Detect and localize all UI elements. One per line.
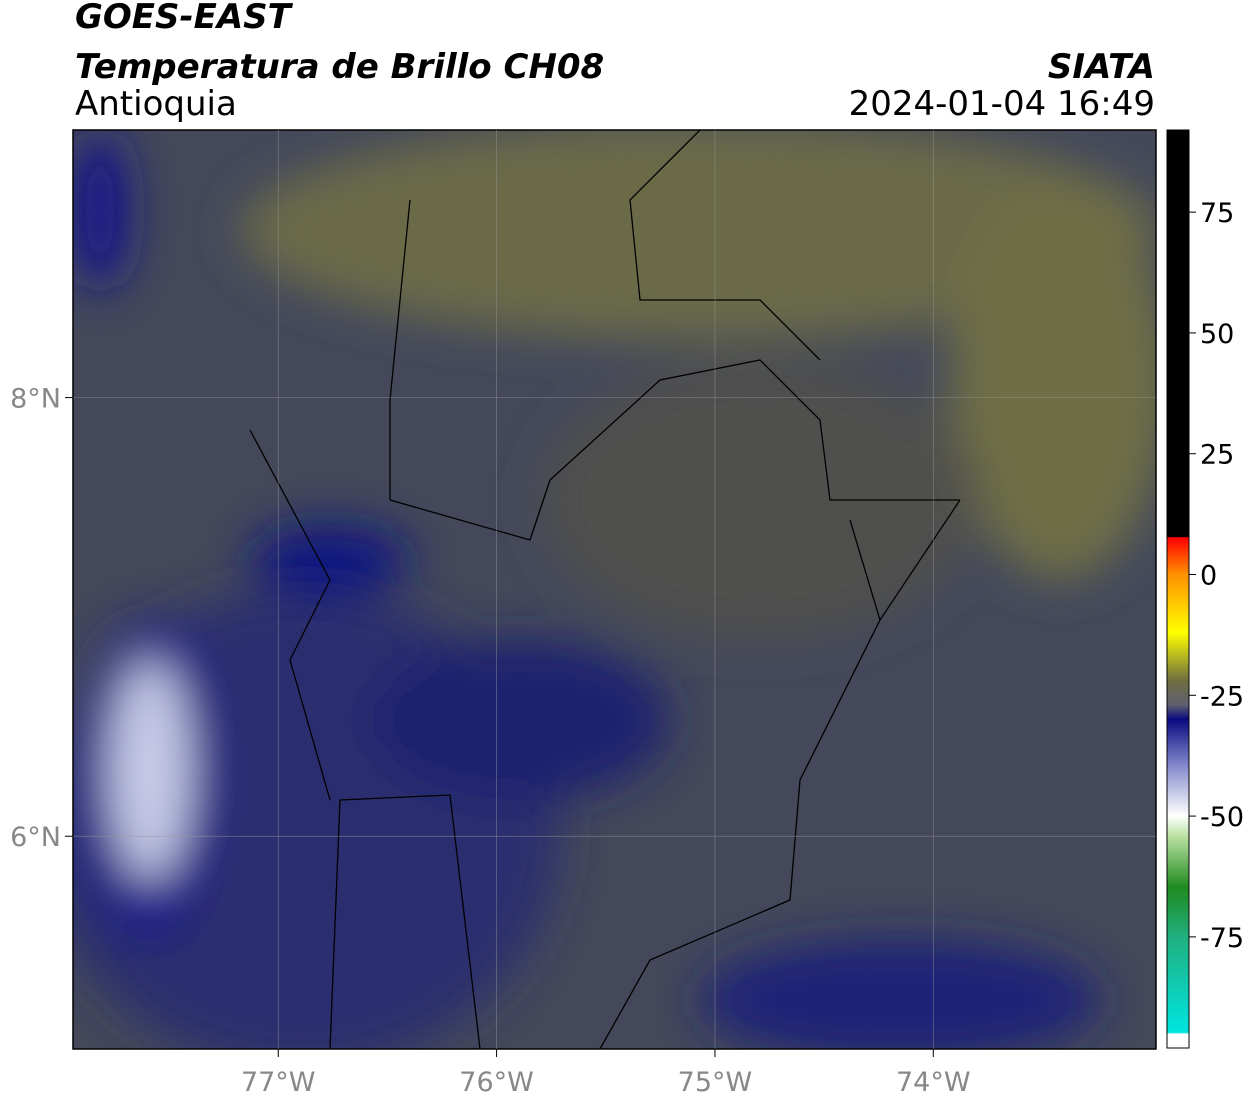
colorbar-label: -50 — [1200, 802, 1244, 833]
y-tick-label: 8°N — [10, 384, 61, 415]
borders — [249, 130, 961, 1049]
datetime: 2024-01-04 16:49 — [849, 84, 1155, 124]
colorbar-label: -25 — [1200, 681, 1244, 712]
satellite: GOES-EAST — [75, 0, 294, 37]
x-tick-label: 75°W — [678, 1067, 753, 1098]
colorbar — [1166, 129, 1190, 1049]
source: SIATA — [1048, 47, 1155, 87]
product: Temperatura de Brillo CH08 — [75, 47, 604, 87]
colorbar-label: 50 — [1200, 319, 1234, 350]
x-tick-label: 77°W — [241, 1067, 316, 1098]
colorbar-label: -75 — [1200, 923, 1244, 954]
colorbar-label: 0 — [1200, 561, 1217, 592]
y-tick-label: 6°N — [10, 822, 61, 853]
map-frame — [72, 129, 1157, 1050]
colorbar-label: 75 — [1200, 198, 1234, 229]
x-tick-label: 74°W — [896, 1067, 971, 1098]
x-tick-label: 76°W — [459, 1067, 534, 1098]
satellite-image — [73, 130, 1156, 1049]
colorbar-label: 25 — [1200, 440, 1234, 471]
region: Antioquia — [75, 84, 237, 124]
